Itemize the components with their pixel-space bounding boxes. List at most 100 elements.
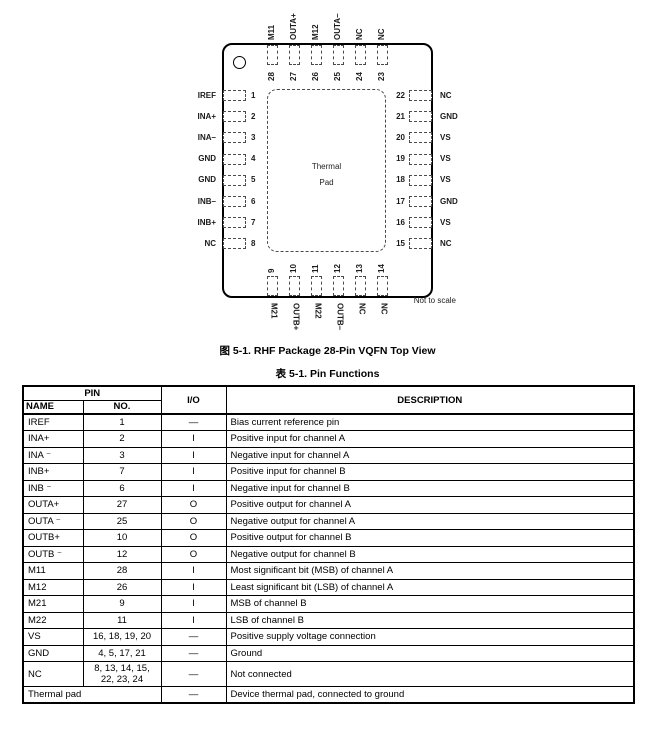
pin-pad: [223, 153, 246, 165]
table-row: GND 4, 5, 17, 21— Ground: [22, 644, 635, 662]
pin-description-cell: Most significant bit (MSB) of channel A: [225, 562, 635, 580]
pin-number: 10: [288, 264, 298, 273]
pin-number: 20: [396, 132, 405, 142]
pin-label: INB+: [197, 217, 216, 227]
pin-io-cell: I: [160, 479, 227, 497]
pin-label: NC: [376, 28, 386, 40]
pin-pad: [289, 45, 300, 65]
not-to-scale-note: Not to scale: [413, 296, 456, 305]
name-header: NAME: [22, 399, 84, 415]
pin-io-cell: —: [160, 661, 227, 687]
pin-number: 27: [288, 72, 298, 81]
pin-no-cell: 4, 5, 17, 21: [82, 644, 162, 662]
pin-name-cell: VS: [22, 628, 84, 646]
pin-no-cell: 9: [82, 595, 162, 613]
pin-name-cell: INB+: [22, 463, 84, 481]
pin-label: NC: [379, 303, 389, 315]
pin-io-cell: —: [160, 413, 227, 431]
pin-description-cell: MSB of channel B: [225, 595, 635, 613]
pin1-indicator-icon: [233, 56, 246, 69]
pin-no-cell: 27: [82, 496, 162, 514]
table-row: Thermal pad — Device thermal pad, connecte…: [22, 686, 635, 704]
pin-label: M21: [269, 303, 279, 319]
pin-number: 1: [251, 90, 256, 100]
figure-caption: 图 5-1. RHF Package 28-Pin VQFN Top View: [219, 345, 436, 357]
pin-pad: [223, 196, 246, 207]
pin-group-header: PIN: [22, 385, 162, 401]
pin-io-cell: I: [160, 446, 227, 464]
pin-label: M11: [266, 24, 276, 40]
pin-label: GND: [198, 154, 216, 164]
pin-label: OUTA+: [288, 13, 298, 40]
pin-description-cell: Negative output for channel A: [225, 512, 635, 530]
table-header-row-2: NAME NO.: [22, 399, 634, 415]
table-row: M22 11 I LSB of channel B: [22, 611, 635, 629]
pin-pad: [267, 276, 278, 296]
pin-number: 3: [251, 132, 256, 142]
chip-outline: [222, 43, 433, 298]
pin-pad: [409, 217, 432, 229]
pin-pad: [223, 217, 246, 229]
pin-label: NC: [204, 238, 216, 248]
pin-no-cell: 3: [82, 446, 162, 464]
pin-no-cell: 26: [82, 578, 162, 596]
pin-pad: [409, 111, 432, 123]
pin-diagram: Thermal Pad Not to scale 1 IREF 2 INA+ 3 INA–…: [0, 0, 655, 340]
pin-number: 11: [310, 264, 320, 273]
pin-pad: [409, 174, 432, 186]
pin-io-cell: I: [160, 463, 227, 481]
pin-functions-table: PIN I/O DESCRIPTION NAME NO. IREF 1— Bias …: [22, 385, 635, 704]
pin-io-cell: —: [160, 628, 227, 646]
pin-table-body: IREF 1— Bias current reference pin INA+ 2 I Po…: [22, 413, 635, 704]
pin-pad: [223, 90, 246, 101]
pin-no-cell: 11: [82, 611, 162, 629]
pin-description-cell: Negative input for channel B: [225, 479, 635, 497]
pin-pad: [311, 45, 322, 65]
pin-pad: [311, 276, 322, 296]
pin-description-cell: Negative input for channel A: [225, 446, 635, 464]
pin-label: VS: [440, 175, 451, 185]
pin-number: 15: [396, 238, 405, 248]
pin-name-cell: NC: [22, 661, 84, 687]
pin-label: GND: [198, 175, 216, 185]
pin-description-cell: LSB of channel B: [225, 611, 635, 629]
pin-number: 25: [332, 72, 342, 81]
pin-label: INB–: [197, 196, 216, 206]
table-row: OUTA ⁻ 25 O Negative output for channel A: [22, 512, 635, 530]
pin-io-cell: O: [160, 545, 227, 563]
pin-pad: [377, 276, 388, 296]
pin-description-cell: Least significant bit (LSB) of channel A: [225, 578, 635, 596]
table-row: INA+ 2 I Positive input for channel A: [22, 430, 635, 448]
description-header: DESCRIPTION: [225, 385, 635, 415]
pin-name-cell: INA+: [22, 430, 84, 448]
pin-description-cell: Ground: [225, 644, 635, 662]
pin-number: 28: [266, 72, 276, 81]
table-row: IREF 1— Bias current reference pin: [22, 413, 635, 431]
pin-pad: [355, 45, 366, 65]
pin-number: 12: [332, 264, 342, 273]
pin-io-cell: I: [160, 578, 227, 596]
pin-no-cell: 2: [82, 430, 162, 448]
pin-pad: [333, 45, 344, 65]
pin-io-cell: I: [160, 430, 227, 448]
pin-name-cell: GND: [22, 644, 84, 662]
pin-description-cell: Positive output for channel B: [225, 529, 635, 547]
pin-number: 6: [251, 196, 256, 206]
pin-no-cell: 16, 18, 19, 20: [82, 628, 162, 646]
table-row: OUTB+ 10 O Positive output for channel B: [22, 529, 635, 547]
pin-pad: [223, 132, 246, 144]
table-row: OUTA+ 27 O Positive output for channel A: [22, 496, 635, 514]
pin-pad: [267, 45, 278, 65]
io-header: I/O: [160, 385, 227, 415]
pin-name-cell: M12: [22, 578, 84, 596]
no-header: NO.: [82, 399, 162, 415]
table-row: M21 9 I MSB of channel B: [22, 595, 635, 613]
pin-label: OUTB–: [335, 303, 345, 331]
pin-label: OUTB+: [291, 303, 301, 331]
pin-pad: [223, 111, 246, 123]
pin-label: NC: [354, 28, 364, 40]
thermal-pad-label-line2: Pad: [319, 178, 334, 187]
pin-name-cell: M21: [22, 595, 84, 613]
pin-name-cell: M11: [22, 562, 84, 580]
pin-name-cell: INA ⁻: [22, 446, 84, 464]
